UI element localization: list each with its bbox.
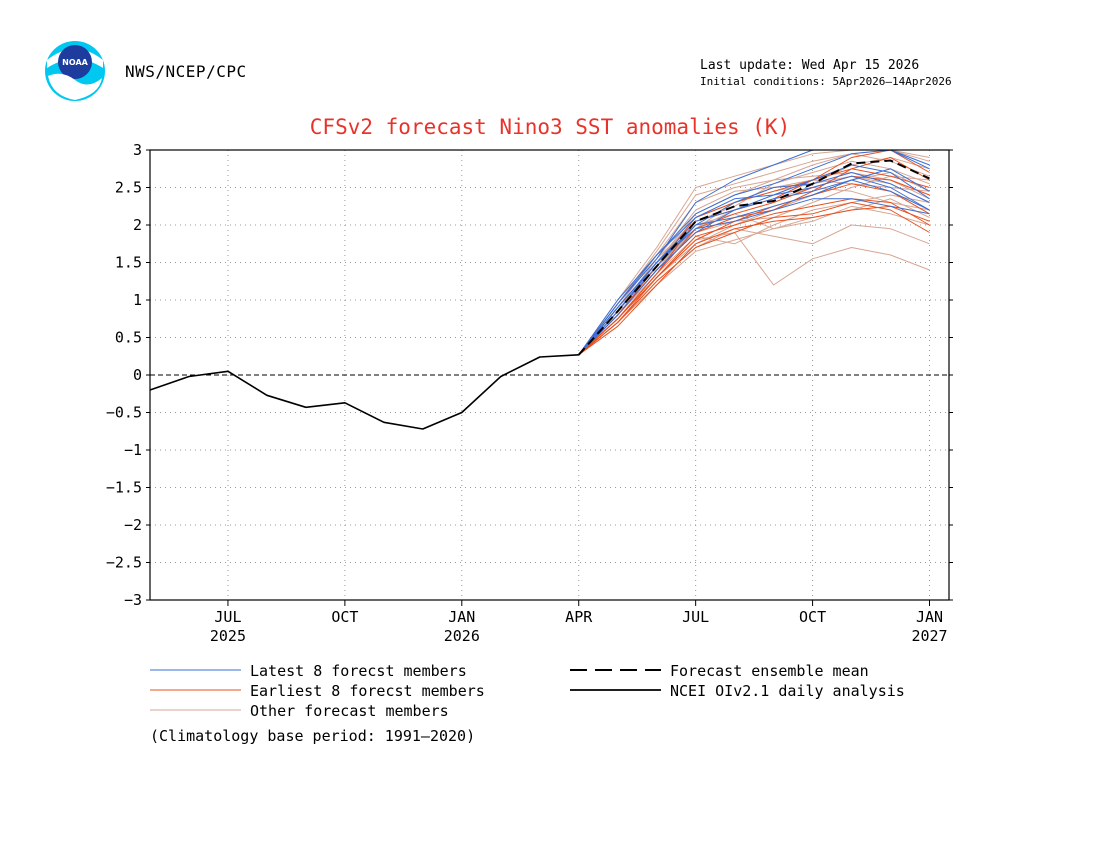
y-tick-label: 3 bbox=[133, 141, 142, 159]
earliest-member-line bbox=[578, 198, 930, 356]
latest-member-line bbox=[578, 179, 930, 356]
y-tick-label: −1.5 bbox=[106, 479, 142, 497]
other-member-line bbox=[578, 187, 930, 356]
legend-label-earliest: Earliest 8 forecst members bbox=[250, 682, 485, 700]
legend-label-mean: Forecast ensemble mean bbox=[670, 662, 869, 680]
y-tick-label: −1 bbox=[124, 441, 142, 459]
x-tick-year: 2025 bbox=[210, 627, 246, 645]
noaa-logo: NOAA bbox=[45, 41, 105, 101]
y-tick-label: 0 bbox=[133, 366, 142, 384]
y-tick-label: −0.5 bbox=[106, 404, 142, 422]
forecast-members-layer bbox=[578, 149, 930, 356]
earliest-member-line bbox=[578, 205, 930, 356]
legend-label-other: Other forecast members bbox=[250, 702, 449, 720]
initial-conditions-text: Initial conditions: 5Apr2026—14Apr2026 bbox=[700, 75, 952, 88]
y-tick-label: −2.5 bbox=[106, 554, 142, 572]
other-member-line bbox=[578, 172, 930, 356]
chart-title: CFSv2 forecast Nino3 SST anomalies (K) bbox=[309, 115, 791, 139]
agency-label: NWS/NCEP/CPC bbox=[125, 62, 247, 81]
climatology-note: (Climatology base period: 1991—2020) bbox=[150, 727, 476, 745]
x-tick-label: JUL bbox=[682, 608, 709, 626]
y-tick-label: 0.5 bbox=[115, 329, 142, 347]
x-tick-label: APR bbox=[565, 608, 593, 626]
x-tick-year: 2027 bbox=[911, 627, 947, 645]
axis-layer: 32.521.510.50−0.5−1−1.5−2−2.5−3JUL2025OC… bbox=[106, 141, 953, 645]
y-tick-label: −3 bbox=[124, 591, 142, 609]
latest-member-line bbox=[578, 164, 930, 356]
x-tick-label: JUL bbox=[214, 608, 241, 626]
latest-member-line bbox=[578, 172, 930, 356]
y-tick-label: 1 bbox=[133, 291, 142, 309]
analysis-line bbox=[149, 354, 579, 430]
y-tick-label: 2.5 bbox=[115, 179, 142, 197]
y-tick-label: 1.5 bbox=[115, 254, 142, 272]
grid-layer bbox=[150, 149, 949, 601]
logo-text: NOAA bbox=[62, 58, 88, 67]
legend-label-latest: Latest 8 forecst members bbox=[250, 662, 467, 680]
x-tick-label: JAN bbox=[448, 608, 475, 626]
x-tick-label: OCT bbox=[799, 608, 826, 626]
ensemble-mean-line bbox=[577, 159, 930, 356]
y-tick-label: −2 bbox=[124, 516, 142, 534]
latest-member-line bbox=[578, 149, 930, 356]
last-update-text: Last update: Wed Apr 15 2026 bbox=[700, 58, 920, 73]
other-member-line bbox=[578, 198, 930, 356]
x-tick-label: JAN bbox=[916, 608, 943, 626]
latest-member-line bbox=[578, 198, 930, 356]
earliest-member-line bbox=[578, 183, 930, 356]
y-tick-label: 2 bbox=[133, 216, 142, 234]
other-member-line bbox=[578, 205, 930, 356]
latest-member-line bbox=[578, 175, 930, 356]
legend-label-analysis: NCEI OIv2.1 daily analysis bbox=[670, 682, 905, 700]
other-member-line bbox=[578, 179, 930, 356]
x-tick-year: 2026 bbox=[444, 627, 480, 645]
other-member-line bbox=[578, 172, 930, 356]
main-lines-layer bbox=[149, 159, 930, 430]
legend: Latest 8 forecst members Earliest 8 forec… bbox=[150, 662, 905, 720]
x-tick-label: OCT bbox=[331, 608, 358, 626]
plot-frame bbox=[149, 149, 950, 601]
